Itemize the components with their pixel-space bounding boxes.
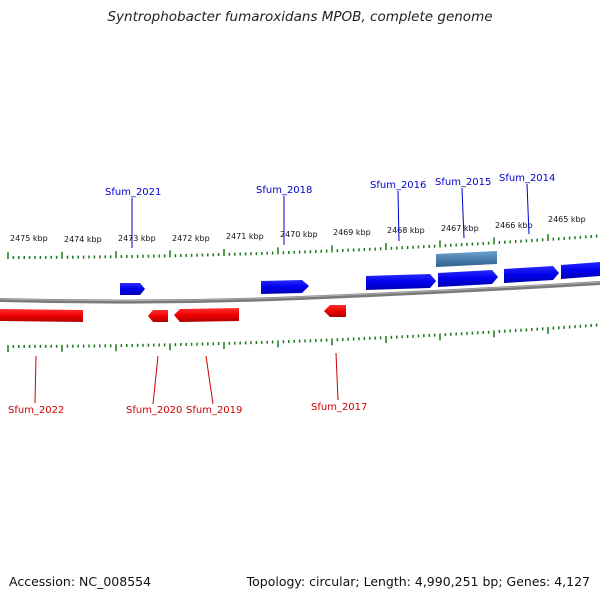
scale-label-2466: 2466 kbp (495, 221, 533, 230)
scale-label-2474: 2474 kbp (64, 235, 102, 244)
gene-label-sfum-2020[interactable]: Sfum_2020 (126, 405, 182, 416)
gene-label-sfum-2015[interactable]: Sfum_2015 (435, 177, 491, 188)
scale-label-2468: 2468 kbp (387, 226, 425, 235)
gene-sfum-2021[interactable] (120, 283, 145, 295)
lower-scale-ticks (7, 323, 598, 352)
reverse-gene-labels: Sfum_2022 Sfum_2020 Sfum_2019 Sfum_2017 (8, 402, 367, 416)
gene-sfum-2017[interactable] (324, 305, 346, 317)
gene-label-sfum-2016[interactable]: Sfum_2016 (370, 180, 426, 191)
gene-label-sfum-2014[interactable]: Sfum_2014 (499, 173, 555, 184)
scale-label-2467: 2467 kbp (441, 224, 479, 233)
gene-sfum-2015[interactable] (438, 270, 498, 287)
scale-label-2465: 2465 kbp (548, 215, 586, 224)
gene-sfum-2016[interactable] (366, 274, 436, 290)
gene-label-sfum-2017[interactable]: Sfum_2017 (311, 402, 367, 413)
forward-genes (120, 262, 600, 295)
forward-callouts (131, 183, 530, 248)
accession-text: Accession: NC_008554 (9, 574, 152, 589)
scale-label-2475: 2475 kbp (10, 234, 48, 243)
genome-title: Syntrophobacter fumaroxidans MPOB, compl… (107, 9, 493, 25)
gene-label-sfum-2022[interactable]: Sfum_2022 (8, 405, 64, 416)
reverse-callouts (34, 352, 339, 405)
topology-text: Topology: circular; Length: 4,990,251 bp… (246, 574, 590, 589)
reverse-genes (0, 305, 346, 322)
genome-backbone (0, 281, 600, 304)
gene-sfum-2018[interactable] (261, 280, 309, 294)
scale-label-2471: 2471 kbp (226, 232, 264, 241)
forward-gene-labels: Sfum_2021 Sfum_2018 Sfum_2016 Sfum_2015 … (105, 173, 555, 198)
gene-sfum-2013-partial[interactable] (561, 262, 600, 279)
upper-scale-ticks (7, 234, 598, 259)
gene-label-sfum-2018[interactable]: Sfum_2018 (256, 185, 312, 196)
scale-label-2470: 2470 kbp (280, 230, 318, 239)
gene-sfum-2020[interactable] (148, 310, 168, 322)
gene-sfum-2022[interactable] (0, 309, 83, 322)
gene-sfum-2014[interactable] (504, 266, 559, 283)
scale-label-2473: 2473 kbp (118, 234, 156, 243)
scale-labels: 2475 kbp 2474 kbp 2473 kbp 2472 kbp 2471… (10, 215, 586, 244)
scale-label-2472: 2472 kbp (172, 234, 210, 243)
gene-label-sfum-2019[interactable]: Sfum_2019 (186, 405, 242, 416)
scale-label-2469: 2469 kbp (333, 228, 371, 237)
gene-sfum-2019[interactable] (174, 308, 239, 322)
gene-label-sfum-2021[interactable]: Sfum_2021 (105, 187, 161, 198)
highlighted-feature[interactable] (436, 251, 497, 267)
